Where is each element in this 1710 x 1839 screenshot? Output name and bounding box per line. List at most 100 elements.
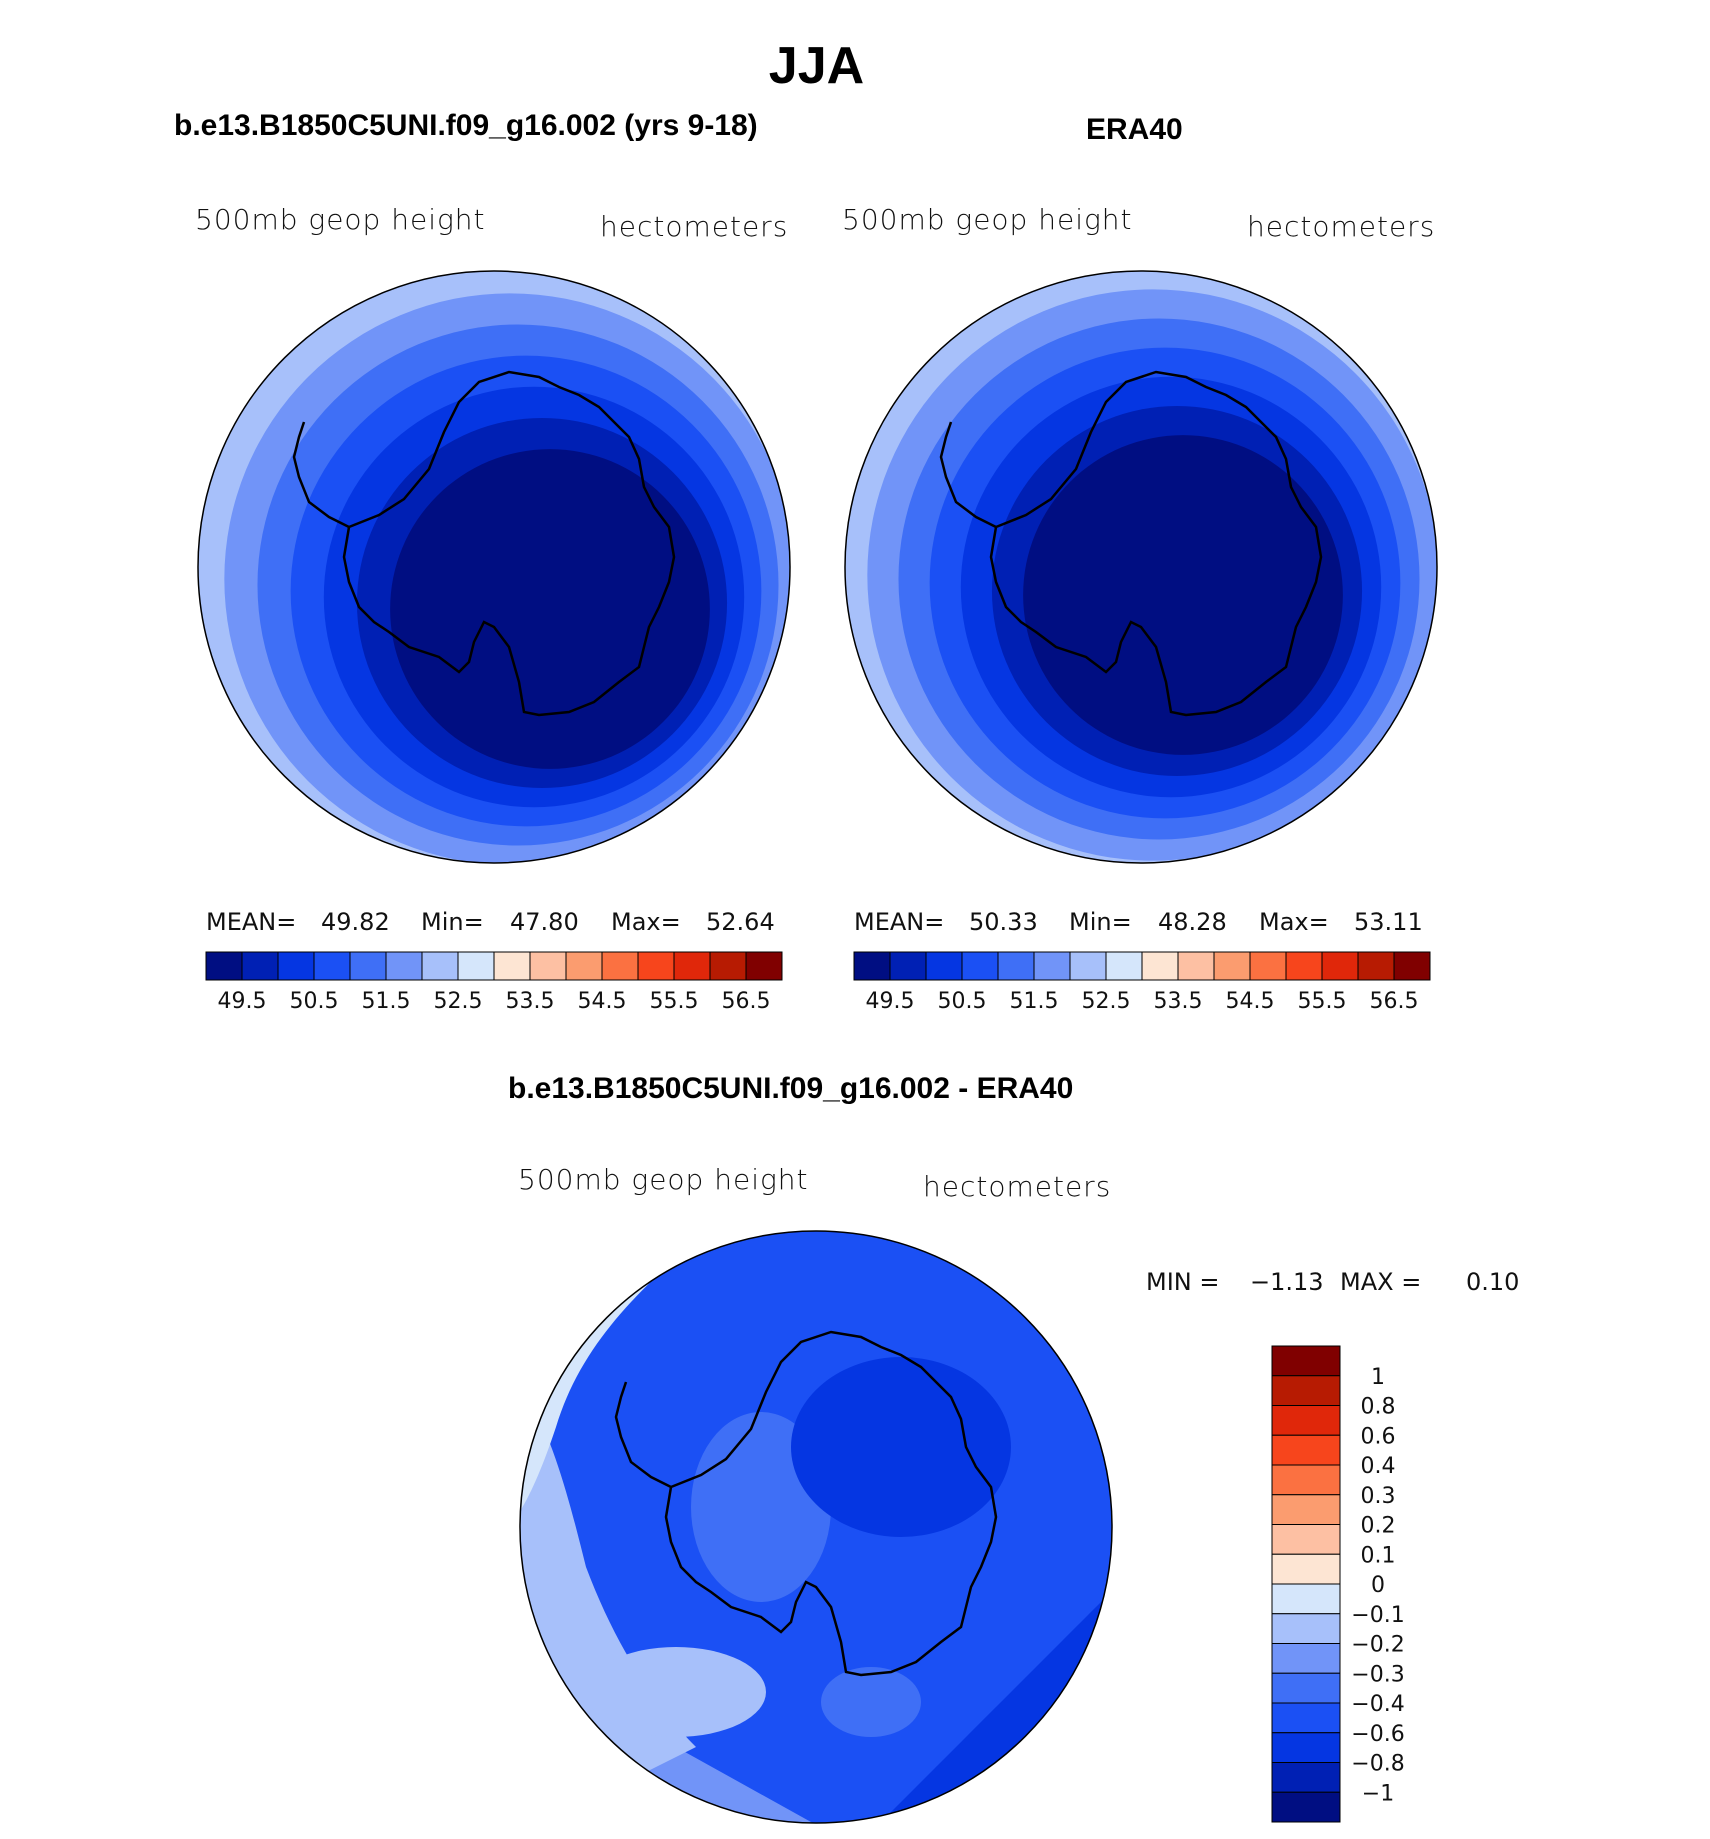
panel1-colorbar-tick-label: 55.5 [650, 989, 699, 1014]
panel3-colorbar-tick-label: 1 [1371, 1365, 1385, 1390]
panel3-colorbar-tick-label: −0.8 [1351, 1752, 1404, 1777]
panel1-max-value: 52.64 [706, 908, 775, 936]
panel1-units-label: hectometers [600, 210, 789, 243]
panel3-colorbar-tick-label: −0.4 [1351, 1692, 1404, 1717]
panel3-colorbar-swatch [1271, 1702, 1341, 1734]
panel1-colorbar-swatch [529, 951, 567, 981]
panel1-colorbar-swatch [493, 951, 531, 981]
panel2-colorbar-swatch [925, 951, 963, 981]
panel3-colorbar-tick-label: 0.8 [1361, 1395, 1396, 1420]
panel1-colorbar-swatch [421, 951, 459, 981]
panel3-colorbar-swatch [1271, 1553, 1341, 1585]
panel3-colorbar-tick-label: 0.4 [1361, 1454, 1396, 1479]
panel3-colorbar-swatch [1271, 1524, 1341, 1555]
panel2-coastline [939, 370, 1323, 717]
panel1-colorbar-swatch [241, 951, 279, 981]
panel1-colorbar-tick-label: 51.5 [362, 989, 411, 1014]
panel1-mean-label: MEAN= [206, 908, 297, 936]
panel1-min-label: Min= [421, 908, 484, 936]
panel2-colorbar-swatch [853, 951, 891, 981]
panel1-colorbar-swatch [205, 951, 243, 981]
panel2-colorbar-swatch [1393, 951, 1431, 981]
panel1-colorbar-swatch [745, 951, 783, 981]
panel3-colorbar-tick-label: −0.6 [1351, 1722, 1404, 1747]
panel2-max-value: 53.11 [1354, 908, 1423, 936]
panel2-mean-value: 50.33 [969, 908, 1038, 936]
panel3-colorbar-swatch [1271, 1494, 1341, 1525]
panel2-colorbar-swatch [1141, 951, 1179, 981]
panel2-min-value: 48.28 [1158, 908, 1227, 936]
panel1-colorbar-tick-label: 56.5 [722, 989, 771, 1014]
panel1-colorbar-swatch [457, 951, 495, 981]
panel1-map-border [197, 270, 791, 864]
panel1-colorbar-tick-label: 49.5 [218, 989, 267, 1014]
panel3-colorbar-tick-label: 0.2 [1361, 1514, 1396, 1539]
panel2-colorbar-swatch [997, 951, 1035, 981]
panel2-mean-label: MEAN= [854, 908, 945, 936]
panel3-colorbar-tick-label: −1 [1362, 1781, 1394, 1806]
panel3-variable-label: 500mb geop height [518, 1163, 809, 1196]
panel3-colorbar-swatch [1271, 1762, 1341, 1793]
panel2-colorbar-tick-label: 49.5 [866, 989, 915, 1014]
panel3-contour-band [791, 1357, 1011, 1537]
panel2-colorbar-swatch [1321, 951, 1359, 981]
panel2-colorbar-swatch [1357, 951, 1395, 981]
panel2-colorbar-swatch [1213, 951, 1251, 981]
panel3-contour-band [520, 1231, 646, 1307]
panel1-coastline [292, 370, 676, 717]
panel2-colorbar-tick-label: 54.5 [1226, 989, 1275, 1014]
panel1-title: b.e13.B1850C5UNI.f09_g16.002 (yrs 9-18) [174, 109, 758, 142]
panel3-title: b.e13.B1850C5UNI.f09_g16.002 - ERA40 [508, 1072, 1074, 1105]
panel3-colorbar-swatch [1271, 1464, 1341, 1496]
panel1-contour-band [390, 449, 710, 769]
panel1-colorbar-swatch [349, 951, 387, 981]
panel1-mean-value: 49.82 [321, 908, 390, 936]
panel3-colorbar-swatch [1271, 1672, 1341, 1704]
panel3-min-label: MIN = [1146, 1268, 1220, 1296]
panel3-colorbar-tick-label: 0 [1371, 1573, 1385, 1598]
panel3-colorbar-swatch [1271, 1375, 1341, 1406]
panel2-colorbar-swatch [1105, 951, 1143, 981]
panel2-colorbar-tick-label: 55.5 [1298, 989, 1347, 1014]
panel3-map [519, 1230, 1113, 1824]
panel2-colorbar-tick-label: 52.5 [1082, 989, 1131, 1014]
panel3-colorbar-tick-label: −0.1 [1351, 1603, 1404, 1628]
figure-title: JJA [768, 37, 865, 95]
panel2-colorbar-tick-label: 53.5 [1154, 989, 1203, 1014]
panel1-colorbar-tick-label: 50.5 [290, 989, 339, 1014]
panel1-colorbar-tick-label: 53.5 [506, 989, 555, 1014]
panel2-colorbar-swatch [1249, 951, 1287, 981]
panel3-map-border [519, 1230, 1113, 1824]
panel3-field [520, 1231, 1112, 1823]
panel1-min-value: 47.80 [510, 908, 579, 936]
panel1-colorbar-swatch [637, 951, 675, 981]
panel2-map [844, 270, 1438, 864]
panel2-colorbar-tick-label: 50.5 [938, 989, 987, 1014]
panel3-colorbar-tick-label: −0.2 [1351, 1633, 1404, 1658]
panel3-colorbar-swatch [1271, 1405, 1341, 1436]
panel2-colorbar: 49.5 50.5 51.5 52.5 53.5 54.5 55.5 56.5 [853, 951, 1431, 1014]
panel1-max-label: Max= [611, 908, 681, 936]
panel2-colorbar-tick-label: 51.5 [1010, 989, 1059, 1014]
panel1-colorbar-tick-label: 52.5 [434, 989, 483, 1014]
panel2-field [845, 271, 1437, 863]
panel1-colorbar-swatch [277, 951, 315, 981]
panel3-colorbar-tick-label: 0.6 [1361, 1424, 1396, 1449]
panel3-coastline [614, 1330, 998, 1677]
panel3-colorbar-tick-label: −0.3 [1351, 1662, 1404, 1687]
panel1-colorbar-swatch [601, 951, 639, 981]
panel1-variable-label: 500mb geop height [195, 203, 486, 236]
panel3-colorbar-tick-label: 0.1 [1361, 1543, 1396, 1568]
panel3-min-value: −1.13 [1250, 1268, 1324, 1296]
panel1-colorbar-swatch [709, 951, 747, 981]
panel2-max-label: Max= [1259, 908, 1329, 936]
panel3-contour-band [821, 1667, 921, 1737]
panel3-contour-band [586, 1647, 766, 1737]
panel2-colorbar-swatch [1285, 951, 1323, 981]
panel2-units-label: hectometers [1247, 210, 1436, 243]
panel1-map [197, 270, 791, 864]
panel2-min-label: Min= [1069, 908, 1132, 936]
panel2-colorbar-swatch [1033, 951, 1071, 981]
panel3-max-value: 0.10 [1466, 1268, 1520, 1296]
